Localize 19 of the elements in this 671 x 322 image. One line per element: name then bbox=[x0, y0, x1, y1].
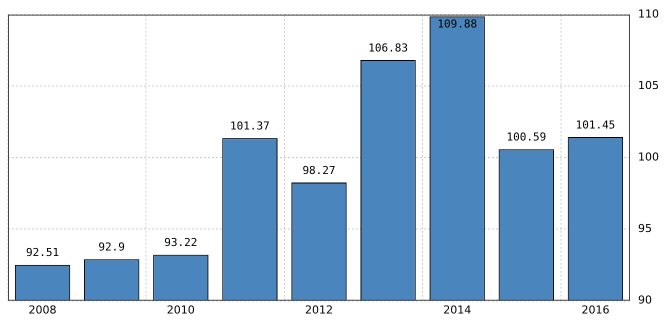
x-tick-label: 2010 bbox=[166, 303, 195, 316]
data-label: 92.9 bbox=[98, 240, 125, 254]
data-label: 101.37 bbox=[230, 119, 270, 132]
y-tick-label: 95 bbox=[638, 222, 652, 236]
data-label: 93.22 bbox=[164, 236, 198, 250]
data-label: 92.51 bbox=[26, 246, 60, 260]
data-label: 98.27 bbox=[302, 164, 336, 177]
x-tick-label: 2012 bbox=[305, 303, 333, 316]
data-label: 101.45 bbox=[576, 118, 616, 132]
y-tick-label: 90 bbox=[638, 294, 652, 307]
data-label: 109.88 bbox=[437, 18, 478, 31]
data-label: 100.59 bbox=[506, 130, 546, 144]
y-tick-label: 105 bbox=[638, 79, 660, 92]
x-tick-label: 2016 bbox=[581, 303, 610, 316]
x-tick-label: 2014 bbox=[443, 303, 472, 316]
x-tick-label: 2008 bbox=[28, 303, 57, 316]
data-label: 106.83 bbox=[368, 41, 408, 54]
y-tick-label: 100 bbox=[638, 150, 660, 164]
y-tick-label: 110 bbox=[638, 7, 660, 20]
